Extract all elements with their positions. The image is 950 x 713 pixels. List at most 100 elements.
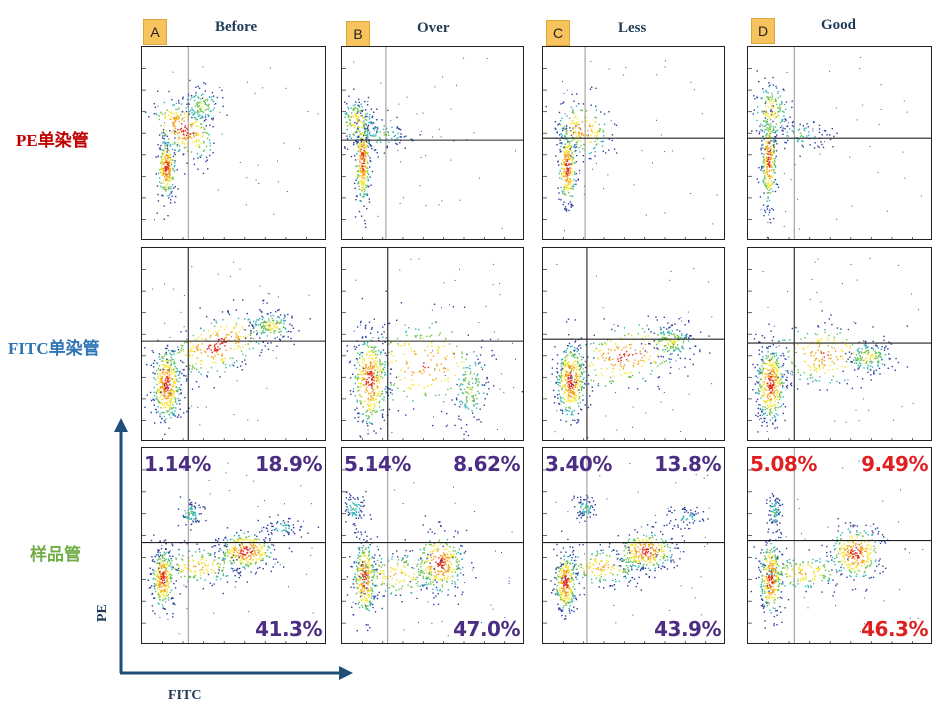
event-dot bbox=[761, 130, 763, 132]
event-dot bbox=[363, 160, 365, 162]
event-dot bbox=[620, 359, 622, 362]
event-dot bbox=[166, 347, 168, 350]
event-dot bbox=[576, 390, 579, 392]
event-dot bbox=[193, 163, 196, 166]
event-dot bbox=[160, 156, 162, 158]
event-dot bbox=[372, 337, 374, 338]
event-dot bbox=[674, 323, 676, 325]
event-dot bbox=[170, 397, 172, 399]
event-dot bbox=[655, 362, 657, 364]
event-dot bbox=[671, 333, 673, 336]
event-dot bbox=[585, 110, 588, 112]
event-dot bbox=[566, 177, 569, 180]
event-dot bbox=[570, 155, 572, 157]
event-dot bbox=[787, 135, 789, 137]
event-dot bbox=[173, 396, 175, 398]
event-dot bbox=[370, 370, 372, 373]
event-dot bbox=[160, 391, 162, 393]
event-dot bbox=[362, 169, 364, 171]
event-dot bbox=[168, 427, 170, 429]
event-dot bbox=[162, 383, 165, 385]
event-dot bbox=[438, 346, 441, 349]
event-dot bbox=[569, 158, 571, 160]
event-dot bbox=[565, 158, 567, 160]
event-dot bbox=[575, 368, 577, 370]
event-dot bbox=[590, 343, 592, 345]
event-dot bbox=[768, 127, 770, 130]
event-dot bbox=[368, 357, 371, 359]
event-dot bbox=[556, 362, 559, 365]
event-dot bbox=[171, 373, 173, 375]
event-dot bbox=[373, 394, 376, 396]
event-dot bbox=[572, 108, 574, 111]
event-dot bbox=[579, 364, 581, 366]
event-dot bbox=[170, 407, 172, 409]
event-dot bbox=[157, 172, 160, 175]
event-dot bbox=[763, 138, 765, 141]
event-dot bbox=[361, 400, 363, 403]
event-dot bbox=[570, 414, 572, 416]
event-dot bbox=[165, 155, 168, 157]
event-dot bbox=[762, 170, 764, 172]
event-dot bbox=[200, 126, 203, 128]
event-dot bbox=[773, 159, 776, 161]
event-dot bbox=[352, 104, 355, 107]
event-dot bbox=[656, 347, 658, 349]
event-dot bbox=[175, 390, 178, 392]
event-dot bbox=[590, 152, 592, 154]
event-dot bbox=[561, 134, 563, 136]
event-dot bbox=[267, 324, 269, 326]
event-dot bbox=[363, 116, 365, 119]
event-dot bbox=[772, 76, 774, 79]
event-dot bbox=[369, 371, 371, 373]
event-dot bbox=[165, 390, 167, 392]
event-dot bbox=[372, 352, 375, 354]
event-dot bbox=[566, 149, 568, 152]
event-dot bbox=[382, 349, 385, 351]
event-dot bbox=[565, 389, 568, 391]
event-dot bbox=[207, 105, 209, 107]
event-dot bbox=[192, 347, 194, 349]
event-dot bbox=[358, 106, 361, 108]
event-dot bbox=[160, 380, 162, 382]
event-dot bbox=[766, 160, 769, 162]
event-dot bbox=[194, 111, 196, 113]
event-dot bbox=[348, 115, 350, 117]
event-dot bbox=[382, 336, 384, 338]
event-dot bbox=[641, 365, 643, 367]
event-dot bbox=[185, 341, 188, 343]
event-dot bbox=[422, 365, 424, 368]
event-dot bbox=[769, 382, 772, 384]
event-dot bbox=[473, 399, 475, 401]
event-dot bbox=[639, 350, 641, 352]
event-dot bbox=[558, 382, 560, 384]
event-dot bbox=[183, 341, 186, 344]
event-dot bbox=[472, 382, 474, 384]
event-dot bbox=[371, 368, 373, 370]
event-dot bbox=[665, 344, 667, 347]
event-dot bbox=[588, 123, 591, 125]
event-dot bbox=[663, 326, 665, 329]
event-dot bbox=[165, 168, 168, 171]
event-dot bbox=[766, 188, 769, 190]
event-dot bbox=[571, 376, 573, 378]
event-dot bbox=[464, 371, 467, 373]
event-dot bbox=[154, 408, 156, 410]
event-dot bbox=[414, 335, 416, 337]
event-dot bbox=[798, 128, 801, 130]
event-dot bbox=[346, 138, 349, 140]
event-dot bbox=[252, 325, 254, 327]
event-dot bbox=[356, 195, 358, 198]
event-dot bbox=[167, 167, 170, 169]
event-dot bbox=[372, 365, 374, 367]
event-dot bbox=[615, 152, 618, 154]
event-dot bbox=[551, 358, 554, 361]
event-dot bbox=[196, 106, 199, 108]
event-dot bbox=[364, 175, 366, 177]
event-dot bbox=[603, 359, 606, 362]
event-dot bbox=[367, 178, 369, 181]
event-dot bbox=[144, 347, 146, 349]
event-dot bbox=[167, 178, 169, 180]
event-dot bbox=[560, 397, 562, 399]
event-dot bbox=[565, 362, 567, 365]
